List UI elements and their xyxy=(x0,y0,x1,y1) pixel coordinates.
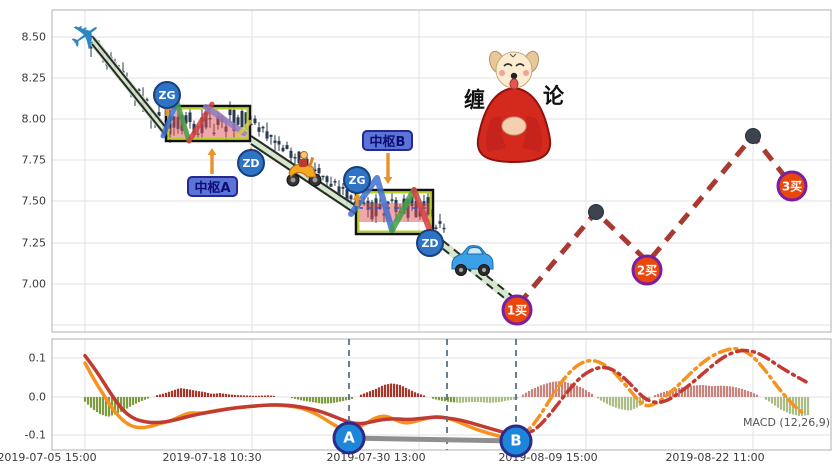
x-axis-tick: 2019-07-18 10:30 xyxy=(162,451,262,464)
x-axis-tick: 2019-07-05 15:00 xyxy=(0,451,97,464)
y-axis-tick: 7.00 xyxy=(21,277,47,291)
macd-y-axis-tick: 0.1 xyxy=(28,351,47,365)
x-axis-tick: 2019-08-22 11:00 xyxy=(665,451,765,464)
pivot-layer xyxy=(160,99,435,236)
y-axis-tick: 7.50 xyxy=(21,194,47,208)
divergence-point-a: A xyxy=(332,421,366,455)
macd-y-axis-tick: -0.1 xyxy=(24,428,46,442)
y-axis-tick: 7.75 xyxy=(21,153,47,167)
y-axis-tick: 8.00 xyxy=(21,112,47,126)
pivot-zone-label: 中枢A xyxy=(187,176,238,197)
macd-y-axis-tick: 0.0 xyxy=(28,390,47,404)
macd-lines-layer xyxy=(83,346,808,441)
y-axis-tick: 8.25 xyxy=(21,71,47,85)
buy-point-marker: 1买 xyxy=(501,294,533,326)
mascot-text-right: 论 xyxy=(543,84,564,108)
mascot-text-left: 缠 xyxy=(464,88,485,112)
pivot-zone-label: 中枢B xyxy=(362,130,413,151)
y-axis-tick: 7.25 xyxy=(21,236,47,250)
scooter-icon xyxy=(283,151,323,191)
y-axis-tick: 8.50 xyxy=(21,30,47,44)
zd-marker: ZD xyxy=(237,149,265,177)
dog-monk-drawing xyxy=(476,50,552,164)
buy-point-marker: 3买 xyxy=(776,170,808,202)
macd-params-caption: MACD (12,26,9) xyxy=(742,416,830,429)
channel-layer xyxy=(88,35,520,309)
zg-marker: ZG xyxy=(153,81,181,109)
macd-hist-layer xyxy=(83,381,810,417)
zd-marker: ZD xyxy=(416,229,444,257)
chanlun-dog-monk-mascot: 缠 论 xyxy=(462,48,566,168)
divergence-point-b: B xyxy=(499,424,533,458)
car-icon xyxy=(448,241,496,283)
zg-marker: ZG xyxy=(343,166,371,194)
grid-layer xyxy=(51,9,832,451)
buy-path-layer xyxy=(517,128,792,306)
buy-point-marker: 2买 xyxy=(631,254,663,286)
